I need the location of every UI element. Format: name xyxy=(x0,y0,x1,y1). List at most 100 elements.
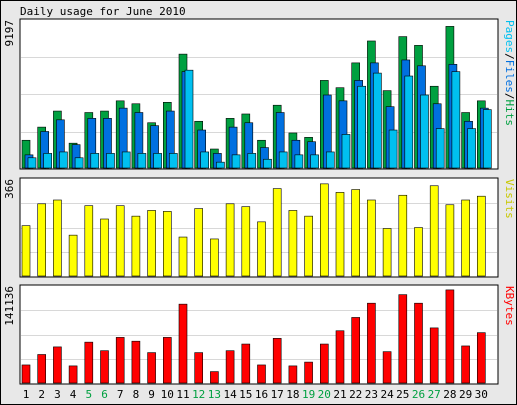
x-tick-label: 7 xyxy=(117,388,124,401)
x-tick-label: 4 xyxy=(70,388,77,401)
bar-kbytes-13 xyxy=(210,371,219,384)
bar-kbytes-16 xyxy=(257,364,266,384)
bar-kbytes-1 xyxy=(21,364,31,384)
bar-pages-16 xyxy=(263,158,272,169)
bar-pages-1 xyxy=(27,157,37,169)
bar-visits-29 xyxy=(461,199,470,277)
bar-pages-29 xyxy=(467,128,476,169)
bar-kbytes-12 xyxy=(194,352,203,384)
bar-pages-30 xyxy=(482,109,492,169)
x-tick-label: 28 xyxy=(443,388,456,401)
bar-pages-17 xyxy=(278,151,288,169)
chart-title: Daily usage for June 2010 xyxy=(20,5,186,18)
bar-kbytes-28 xyxy=(445,289,455,384)
bar-pages-10 xyxy=(169,153,178,169)
kbytes-max-label: 141136 xyxy=(3,286,16,326)
bar-visits-11 xyxy=(178,236,188,277)
x-tick-label: 11 xyxy=(176,388,189,401)
bar-kbytes-18 xyxy=(288,365,298,384)
x-tick-label: 3 xyxy=(54,388,61,401)
pages-files-hits-max-label: 9197 xyxy=(3,20,16,47)
bar-kbytes-6 xyxy=(100,350,109,384)
bar-visits-9 xyxy=(147,210,156,277)
x-tick-label: 13 xyxy=(208,388,221,401)
x-tick-label: 9 xyxy=(148,388,155,401)
bar-pages-25 xyxy=(404,75,414,169)
bar-visits-21 xyxy=(335,192,345,277)
bar-visits-2 xyxy=(37,203,47,277)
bar-kbytes-15 xyxy=(241,343,251,384)
bar-visits-3 xyxy=(53,199,62,277)
kbytes-legend: KBytes xyxy=(503,286,516,326)
kbytes-panel xyxy=(19,284,499,385)
bar-visits-6 xyxy=(100,218,109,277)
bar-kbytes-27 xyxy=(429,327,439,384)
x-tick-label: 16 xyxy=(255,388,268,401)
x-tick-label: 24 xyxy=(380,388,394,401)
x-tick-label: 30 xyxy=(475,388,488,401)
bar-kbytes-8 xyxy=(131,340,141,384)
bar-kbytes-19 xyxy=(304,361,313,384)
bar-visits-20 xyxy=(319,183,329,277)
bar-visits-26 xyxy=(414,227,423,277)
x-tick-label: 19 xyxy=(302,388,315,401)
bar-kbytes-2 xyxy=(37,354,47,384)
bar-pages-26 xyxy=(420,94,429,169)
bar-kbytes-20 xyxy=(319,343,329,384)
x-tick-label: 12 xyxy=(192,388,205,401)
bar-pages-19 xyxy=(310,154,319,169)
bar-pages-22 xyxy=(357,85,367,169)
bar-pages-21 xyxy=(341,134,351,169)
bar-visits-13 xyxy=(210,238,219,277)
bar-pages-4 xyxy=(74,157,84,169)
x-tick-label: 6 xyxy=(101,388,108,401)
visits-legend: Visits xyxy=(503,179,516,219)
bar-visits-25 xyxy=(398,194,408,277)
bar-pages-14 xyxy=(231,154,241,169)
x-tick-label: 22 xyxy=(349,388,362,401)
bar-visits-22 xyxy=(351,189,361,277)
bar-pages-27 xyxy=(435,128,445,169)
visits-panel xyxy=(19,177,499,278)
x-tick-label: 5 xyxy=(85,388,92,401)
x-tick-label: 26 xyxy=(412,388,425,401)
bar-pages-5 xyxy=(90,153,100,169)
bar-pages-13 xyxy=(216,161,225,169)
bar-kbytes-14 xyxy=(225,350,235,384)
x-tick-label: 14 xyxy=(223,388,237,401)
bar-kbytes-22 xyxy=(351,317,361,384)
bar-visits-4 xyxy=(68,234,78,277)
bar-pages-28 xyxy=(451,71,461,169)
bar-pages-11 xyxy=(184,69,194,169)
x-tick-label: 18 xyxy=(286,388,299,401)
bar-pages-23 xyxy=(373,72,382,169)
bar-visits-18 xyxy=(288,210,298,277)
bar-visits-28 xyxy=(445,204,455,277)
bar-pages-2 xyxy=(43,153,53,169)
bar-pages-9 xyxy=(153,153,162,169)
bar-visits-8 xyxy=(131,215,141,277)
bar-visits-30 xyxy=(476,195,486,277)
visits-max-label: 366 xyxy=(3,179,16,199)
bar-kbytes-10 xyxy=(163,337,172,384)
bar-kbytes-24 xyxy=(382,351,392,384)
x-tick-label: 15 xyxy=(239,388,252,401)
bar-visits-5 xyxy=(84,205,94,277)
bar-pages-12 xyxy=(200,151,209,169)
pages-files-hits-legend: Pages/Files/Hits xyxy=(503,20,516,126)
bar-visits-15 xyxy=(241,206,251,277)
bar-visits-27 xyxy=(429,185,439,277)
x-tick-label: 17 xyxy=(271,388,284,401)
x-tick-label: 23 xyxy=(365,388,378,401)
bar-visits-23 xyxy=(367,199,376,277)
bar-kbytes-23 xyxy=(367,302,376,384)
bar-kbytes-29 xyxy=(461,345,470,384)
bar-pages-3 xyxy=(59,151,68,169)
x-tick-label: 8 xyxy=(133,388,140,401)
bar-visits-12 xyxy=(194,208,203,277)
bar-pages-8 xyxy=(137,153,147,169)
bar-visits-16 xyxy=(257,221,266,277)
legend-pages: Pages xyxy=(503,20,516,53)
bar-kbytes-25 xyxy=(398,294,408,384)
